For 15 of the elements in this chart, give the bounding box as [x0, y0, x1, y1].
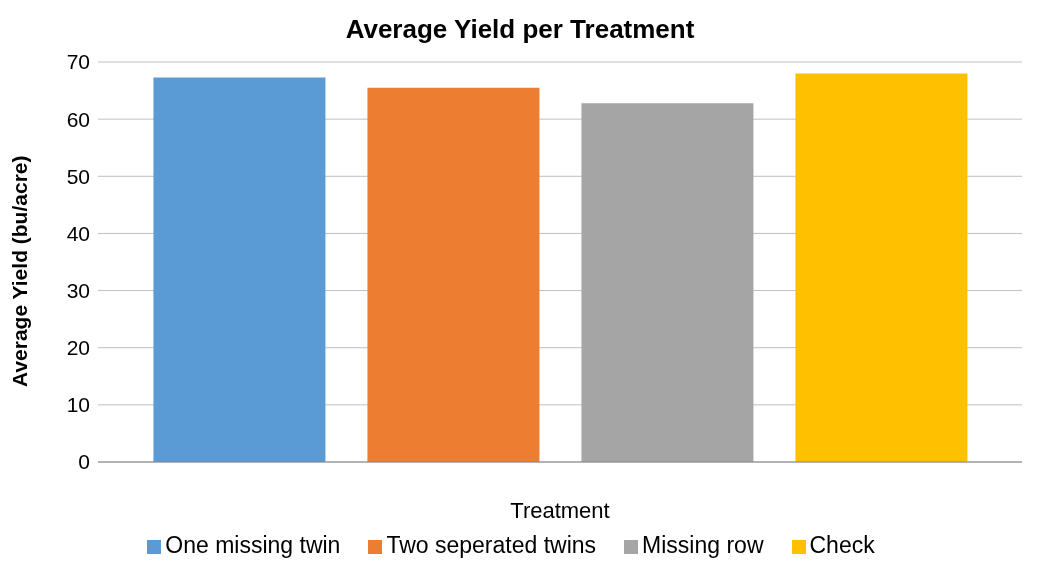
- y-tick-label: 60: [66, 107, 90, 131]
- y-tick-label: 30: [66, 279, 90, 303]
- legend-label: Two seperated twins: [386, 532, 597, 558]
- y-tick-label: 50: [66, 164, 90, 188]
- legend-label: One missing twin: [165, 532, 341, 558]
- y-tick-label: 70: [66, 50, 90, 74]
- legend-label: Check: [809, 532, 875, 558]
- chart-title: Average Yield per Treatment: [345, 14, 695, 44]
- y-tick-label: 10: [66, 393, 90, 417]
- y-axis-title: Average Yield (bu/acre): [8, 155, 32, 387]
- x-axis-title: Treatment: [510, 498, 610, 523]
- legend-label: Missing row: [642, 532, 764, 558]
- y-tick-label: 40: [66, 221, 90, 245]
- y-tick-label: 20: [66, 336, 90, 360]
- y-tick-label: 0: [78, 450, 90, 474]
